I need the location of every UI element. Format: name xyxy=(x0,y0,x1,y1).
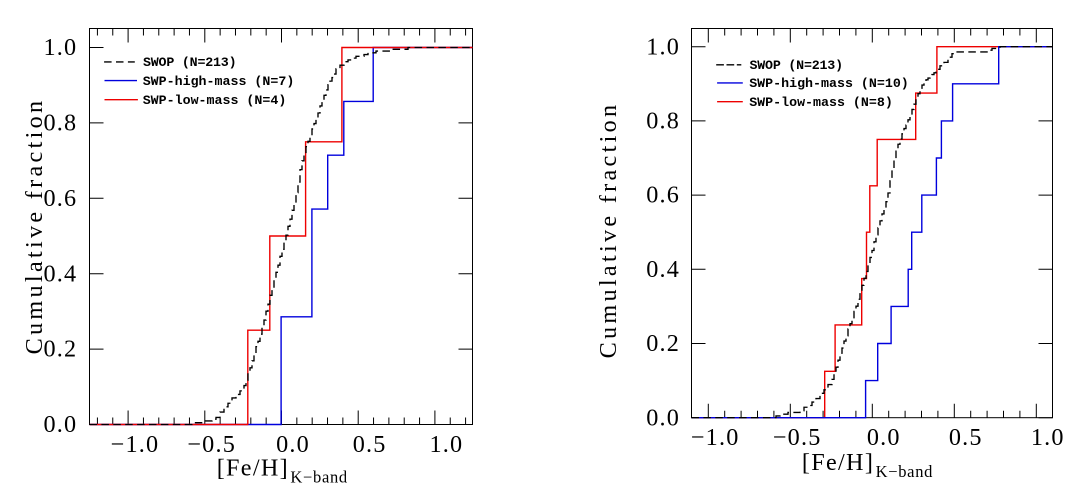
svg-text:[Fe/H]: [Fe/H] xyxy=(217,455,289,482)
svg-text:1.0: 1.0 xyxy=(429,431,463,458)
svg-text:0.4: 0.4 xyxy=(43,260,77,287)
svg-text:−0.5: −0.5 xyxy=(187,431,236,458)
svg-text:SWOP (N=213): SWOP (N=213) xyxy=(750,58,843,73)
svg-text:0.5: 0.5 xyxy=(949,424,983,451)
svg-text:[Fe/H]: [Fe/H] xyxy=(802,449,874,476)
svg-text:0.0: 0.0 xyxy=(646,404,680,431)
svg-text:SWP-high-mass (N=10): SWP-high-mass (N=10) xyxy=(749,76,909,91)
svg-text:1.0: 1.0 xyxy=(43,34,77,61)
svg-text:1.0: 1.0 xyxy=(646,33,680,60)
svg-text:0.5: 0.5 xyxy=(353,431,387,458)
svg-text:SWP-low-mass (N=8): SWP-low-mass (N=8) xyxy=(749,95,893,110)
svg-text:0.2: 0.2 xyxy=(43,336,77,363)
svg-text:0.8: 0.8 xyxy=(43,110,77,137)
svg-text:Cumulative fraction: Cumulative fraction xyxy=(21,98,48,355)
svg-text:0.6: 0.6 xyxy=(646,182,680,209)
svg-text:0.2: 0.2 xyxy=(646,330,680,357)
svg-text:0.4: 0.4 xyxy=(646,256,680,283)
svg-text:SWOP (N=213): SWOP (N=213) xyxy=(143,55,236,70)
svg-text:0.8: 0.8 xyxy=(646,108,680,135)
svg-text:−1.0: −1.0 xyxy=(111,431,160,458)
svg-text:0.0: 0.0 xyxy=(867,424,901,451)
svg-text:−0.5: −0.5 xyxy=(773,424,822,451)
svg-text:SWP-high-mass (N=7): SWP-high-mass (N=7) xyxy=(143,74,295,89)
svg-text:K−band: K−band xyxy=(290,468,348,487)
svg-text:0.0: 0.0 xyxy=(43,411,77,438)
svg-text:Cumulative fraction: Cumulative fraction xyxy=(595,102,622,359)
svg-text:0.0: 0.0 xyxy=(276,431,310,458)
svg-text:1.0: 1.0 xyxy=(1031,424,1065,451)
svg-text:K−band: K−band xyxy=(876,462,934,481)
svg-text:0.6: 0.6 xyxy=(43,185,77,212)
svg-text:−1.0: −1.0 xyxy=(691,424,740,451)
svg-text:SWP-low-mass (N=4): SWP-low-mass (N=4) xyxy=(143,93,287,108)
